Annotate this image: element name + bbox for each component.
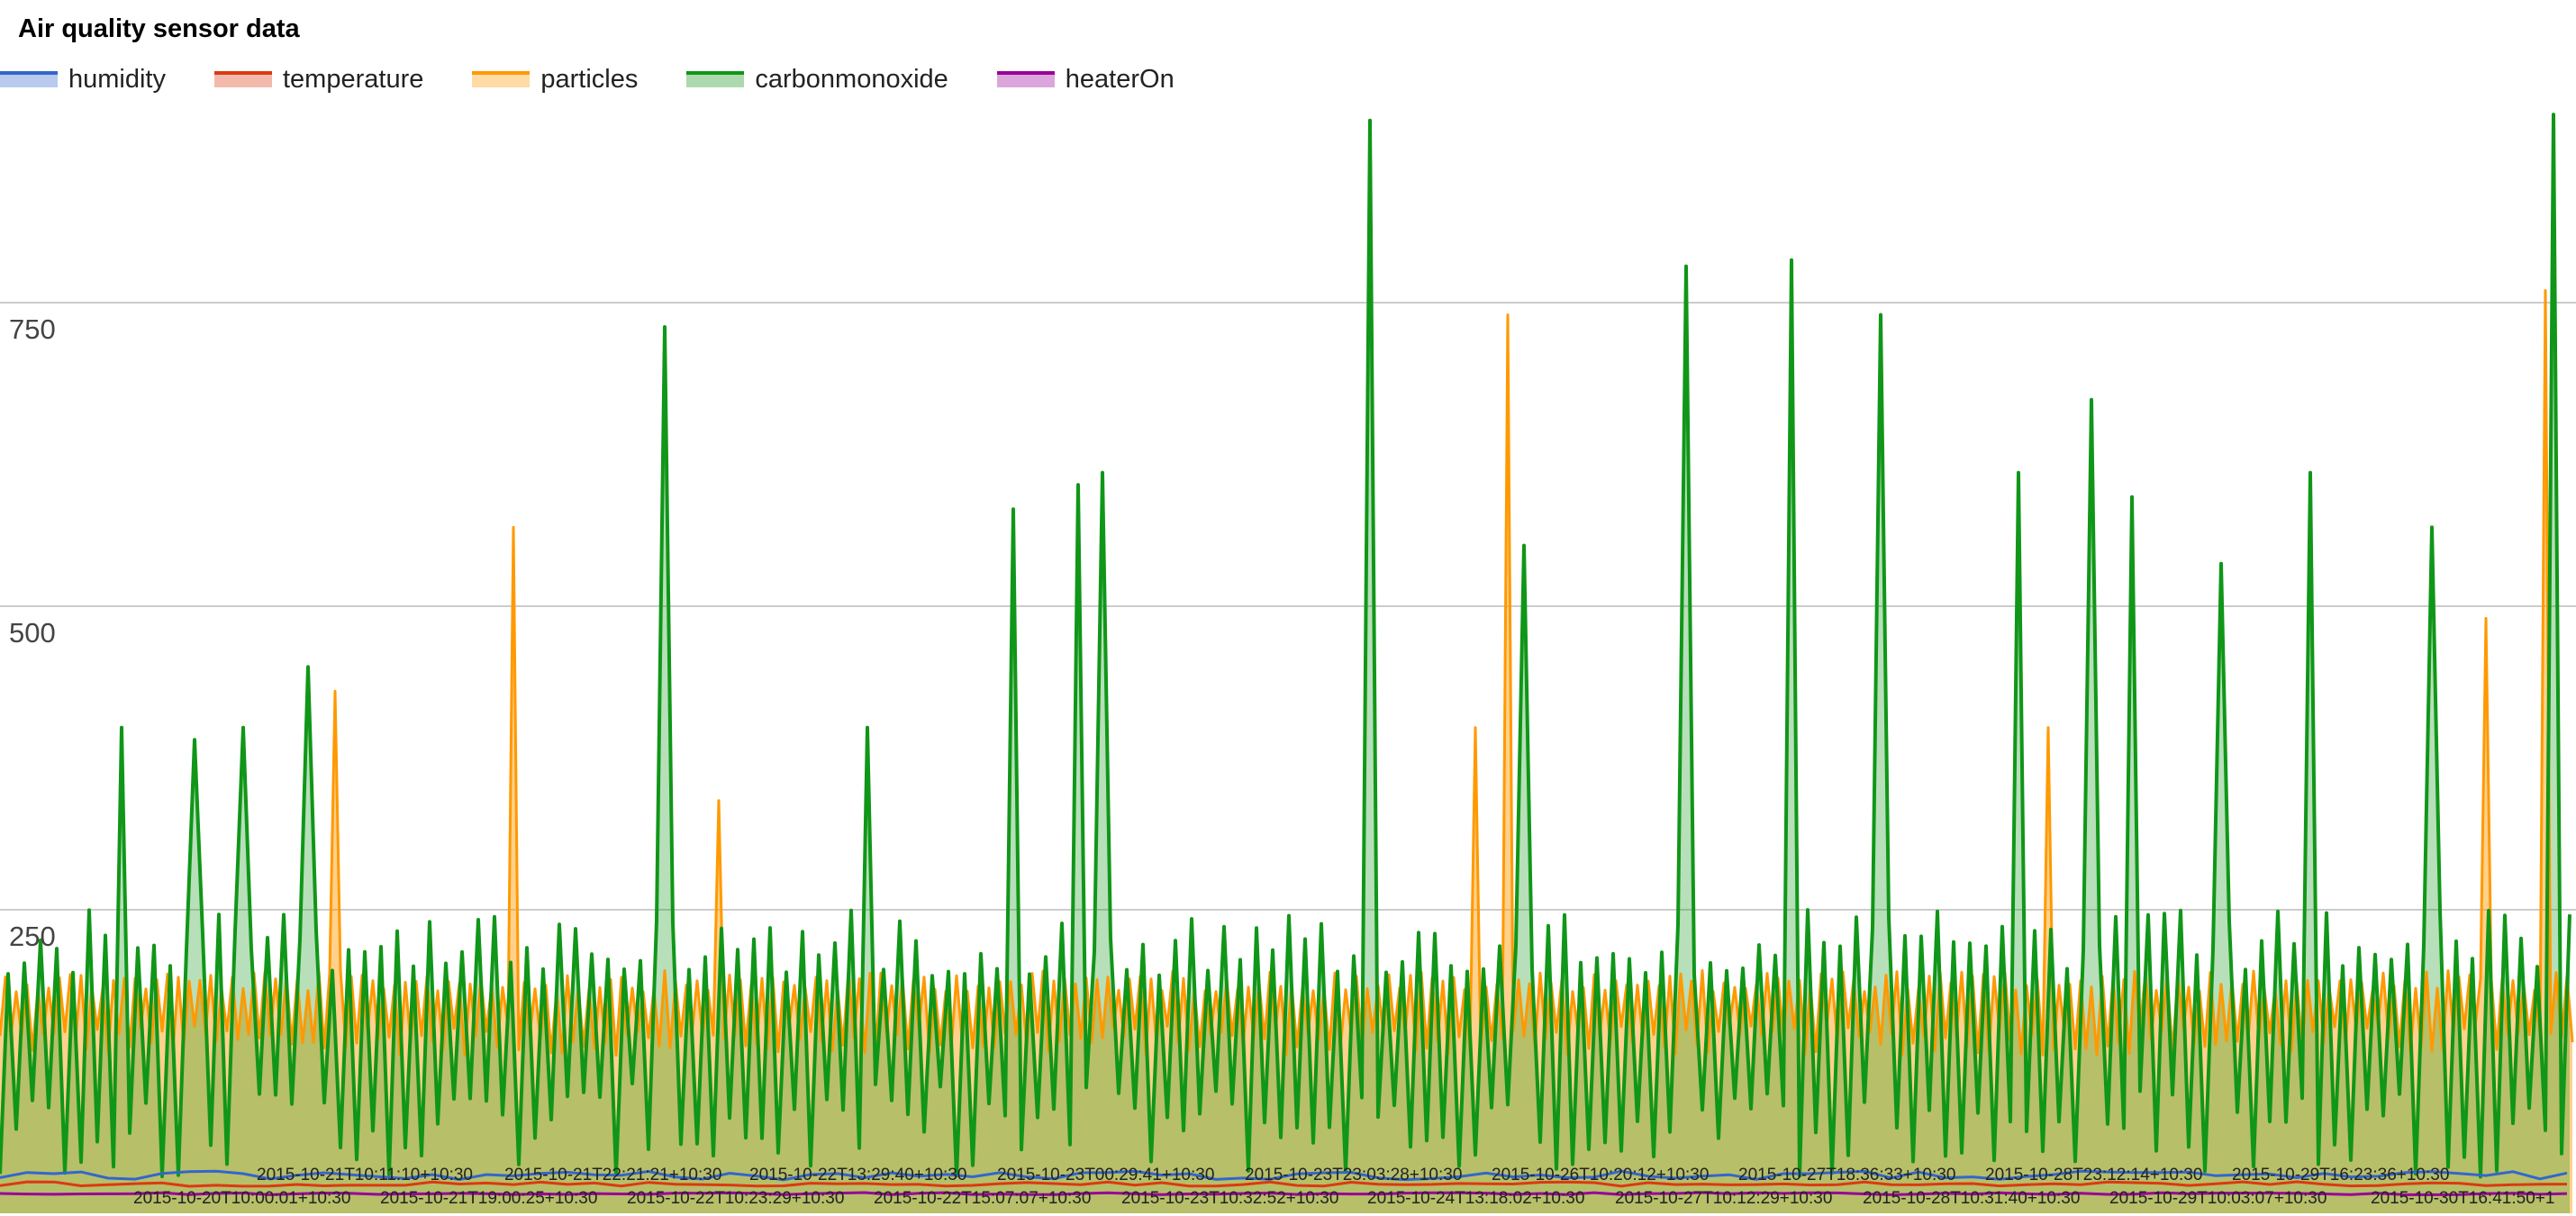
- x-tick-label: 2015-10-21T19:00:25+10:30: [380, 1189, 597, 1208]
- legend-swatch-humidity: [0, 71, 58, 87]
- x-tick-label: 2015-10-22T10:23:29+10:30: [627, 1189, 844, 1208]
- legend-label-temperature: temperature: [283, 64, 424, 94]
- legend-item-temperature[interactable]: temperature: [214, 65, 423, 95]
- x-tick-label: 2015-10-26T10:20:12+10:30: [1492, 1166, 1709, 1184]
- series-line-carbonmonoxide: [0, 113, 2571, 1179]
- y-tick-layer: 250 500 750: [9, 313, 56, 952]
- legend-item-particles[interactable]: particles: [472, 65, 638, 95]
- x-tick-label: 2015-10-24T13:18:02+10:30: [1367, 1189, 1584, 1208]
- legend-swatch-temperature: [214, 71, 272, 87]
- x-tick-label: 2015-10-20T10:00:01+10:30: [133, 1189, 350, 1208]
- legend-swatch-carbonmonoxide: [686, 71, 745, 87]
- legend-swatch-heateron: [996, 71, 1055, 87]
- area-carbonmonoxide: [0, 114, 2570, 1214]
- legend-label-humidity: humidity: [68, 64, 166, 94]
- x-tick-label: 2015-10-21T10:11:10+10:30: [257, 1166, 473, 1184]
- legend-item-carbonmonoxide[interactable]: carbonmonoxide: [686, 65, 948, 95]
- x-tick-label: 2015-10-22T13:29:40+10:30: [749, 1166, 966, 1184]
- x-tick-label: 2015-10-23T23:03:28+10:30: [1245, 1166, 1462, 1184]
- y-tick-label-500: 500: [9, 617, 56, 649]
- x-tick-label: 2015-10-27T10:12:29+10:30: [1615, 1189, 1832, 1208]
- x-tick-label: 2015-10-27T18:36:33+10:30: [1738, 1166, 1955, 1184]
- x-tick-label: 2015-10-30T16:41:50+1: [2371, 1189, 2554, 1208]
- x-tick-label: 2015-10-29T16:23:36+10:30: [2232, 1166, 2449, 1184]
- grid-layer: [0, 302, 2576, 911]
- x-tick-label: 2015-10-23T10:32:52+10:30: [1121, 1189, 1338, 1208]
- series-line-temperature: [0, 1180, 2568, 1188]
- legend: humidity temperature particles carbonmon…: [0, 61, 1223, 97]
- x-tick-label: 2015-10-28T10:31:40+10:30: [1863, 1189, 2080, 1208]
- legend-label-particles: particles: [540, 64, 639, 94]
- series-line-humidity: [0, 1169, 2568, 1182]
- x-label-layer: 2015-10-21T10:11:10+10:30 2015-10-21T22:2…: [133, 1166, 2554, 1208]
- x-tick-label: 2015-10-23T00:29:41+10:30: [997, 1166, 1214, 1184]
- legend-item-humidity[interactable]: humidity: [0, 65, 166, 95]
- x-tick-label: 2015-10-28T23:12:14+10:30: [1985, 1166, 2202, 1184]
- line-layer: [0, 113, 2574, 1196]
- series-line-heaterOn: [0, 1191, 2568, 1196]
- y-tick-label-250: 250: [9, 921, 56, 952]
- x-tick-label: 2015-10-22T15:07:07+10:30: [874, 1189, 1091, 1208]
- chart-title: Air quality sensor data: [18, 14, 300, 43]
- x-tick-label: 2015-10-21T22:21:21+10:30: [504, 1166, 721, 1184]
- legend-label-carbonmonoxide: carbonmonoxide: [755, 64, 948, 94]
- legend-label-heateron: heaterOn: [1065, 64, 1175, 94]
- x-tick-label: 2015-10-29T10:03:07+10:30: [2109, 1189, 2327, 1208]
- y-tick-label-750: 750: [9, 313, 56, 345]
- legend-swatch-particles: [472, 71, 531, 87]
- legend-item-heateron[interactable]: heaterOn: [996, 64, 1175, 95]
